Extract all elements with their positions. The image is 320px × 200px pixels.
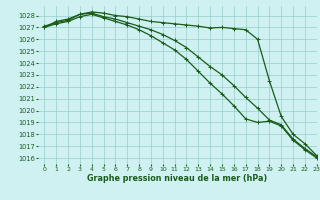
- X-axis label: Graphe pression niveau de la mer (hPa): Graphe pression niveau de la mer (hPa): [87, 174, 268, 183]
